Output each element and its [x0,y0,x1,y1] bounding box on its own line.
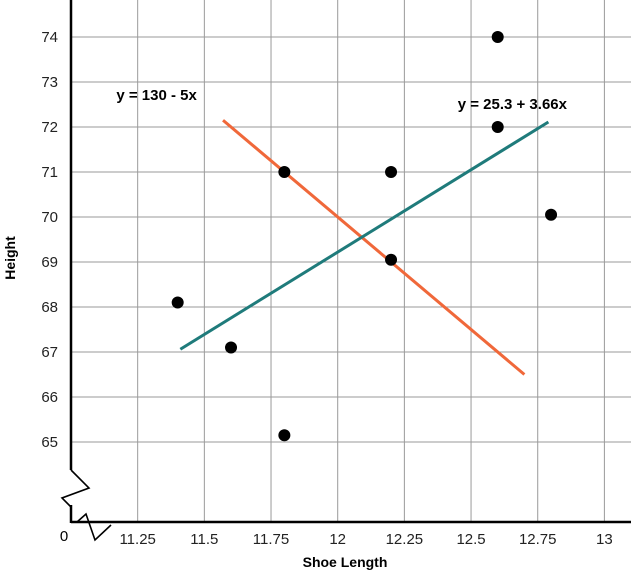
x-tick-label: 11.25 [119,531,155,548]
x-tick-label: 13 [596,531,613,548]
line-labels: y = 130 - 5x y = 25.3 + 3.66x [116,87,567,113]
x-axis-break-icon [76,512,112,542]
x-axis-label: Shoe Length [303,554,388,570]
y-tick-label: 70 [41,209,58,226]
y-tick-label: 74 [41,29,58,46]
regression-line [179,120,550,351]
origin-label: 0 [60,528,68,545]
y-tick-label: 72 [41,119,58,136]
y-tick-label: 65 [41,434,58,451]
y-tick-label: 73 [41,74,58,91]
tick-labels: 11.25 11.5 11.75 12 12.25 12.5 12.75 13 65 66 67 68… [41,29,612,548]
x-tick-label: 12.5 [456,531,485,548]
data-point [278,429,291,442]
y-tick-label: 69 [41,254,58,271]
equation-label: y = 25.3 + 3.66x [458,96,568,113]
y-tick-label: 67 [41,344,58,361]
data-point [545,208,558,221]
data-point [171,296,184,309]
y-tick-label: 68 [41,299,58,316]
grid [71,0,631,522]
x-tick-label: 11.5 [190,531,218,548]
y-tick-label: 66 [41,389,58,406]
equation-label: y = 130 - 5x [116,87,197,104]
data-point [385,253,398,266]
axes [60,0,631,542]
data-point [385,166,398,178]
fit-lines [179,119,550,376]
y-axis-label: Height [2,236,18,280]
data-points [171,31,558,442]
data-point [491,121,504,133]
regression-line [222,119,526,376]
y-tick-label: 71 [41,164,58,181]
data-point [278,166,291,178]
x-tick-label: 12.25 [386,531,424,548]
data-point [225,341,238,354]
x-tick-label: 12 [329,531,346,548]
data-point [491,31,504,43]
x-tick-label: 12.75 [519,531,557,548]
x-tick-label: 11.75 [253,531,289,548]
y-axis-break-icon [60,469,91,508]
